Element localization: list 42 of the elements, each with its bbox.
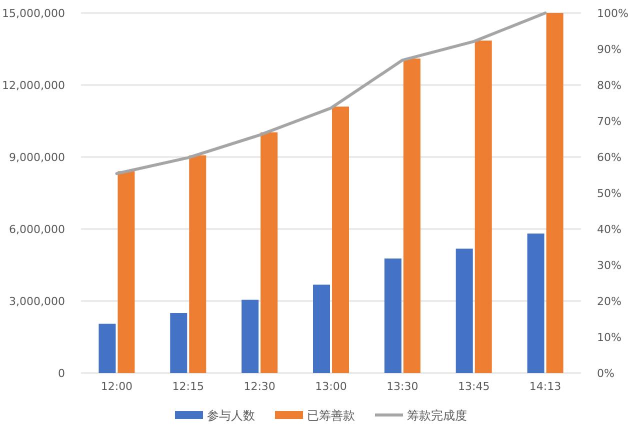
legend-label: 参与人数 <box>207 408 255 422</box>
bar <box>384 258 402 373</box>
y2-tick-label: 50% <box>597 187 622 200</box>
bar <box>189 155 206 373</box>
y2-tick-label: 10% <box>597 331 622 344</box>
y2-tick-label: 80% <box>597 79 622 92</box>
y2-tick-label: 60% <box>597 151 622 164</box>
bar <box>170 313 188 373</box>
legend-label: 筹款完成度 <box>407 408 467 422</box>
y-tick-label: 9,000,000 <box>9 151 65 164</box>
x-tick-label: 13:00 <box>315 380 347 393</box>
y-tick-label: 15,000,000 <box>2 7 65 20</box>
x-tick-label: 12:00 <box>100 380 133 393</box>
y2-tick-label: 40% <box>597 223 622 236</box>
bar <box>98 324 116 373</box>
x-tick-label: 13:30 <box>386 380 418 393</box>
x-tick-label: 14:13 <box>529 380 562 393</box>
bar <box>527 234 544 373</box>
y2-tick-label: 30% <box>597 259 622 272</box>
x-tick-label: 12:30 <box>244 380 276 393</box>
y2-tick-label: 90% <box>597 43 622 56</box>
y-tick-label: 3,000,000 <box>9 295 65 308</box>
bar <box>332 106 349 373</box>
y-tick-label: 0 <box>58 367 65 380</box>
bar <box>313 284 330 373</box>
bar <box>456 248 473 373</box>
bar <box>242 300 259 373</box>
bar <box>118 171 135 373</box>
y2-tick-label: 0% <box>597 367 614 380</box>
y2-tick-label: 100% <box>597 7 628 20</box>
y-tick-label: 6,000,000 <box>9 223 65 236</box>
x-tick-label: 13:45 <box>458 380 490 393</box>
bar <box>474 40 492 373</box>
y2-tick-label: 70% <box>597 115 622 128</box>
line-series <box>115 12 547 176</box>
y-tick-label: 12,000,000 <box>2 79 65 92</box>
bar <box>403 58 420 373</box>
y2-tick-label: 20% <box>597 295 622 308</box>
bar <box>546 13 564 373</box>
bar <box>260 132 278 373</box>
legend-label: 已筹善款 <box>307 408 355 422</box>
x-tick-label: 12:15 <box>172 380 204 393</box>
